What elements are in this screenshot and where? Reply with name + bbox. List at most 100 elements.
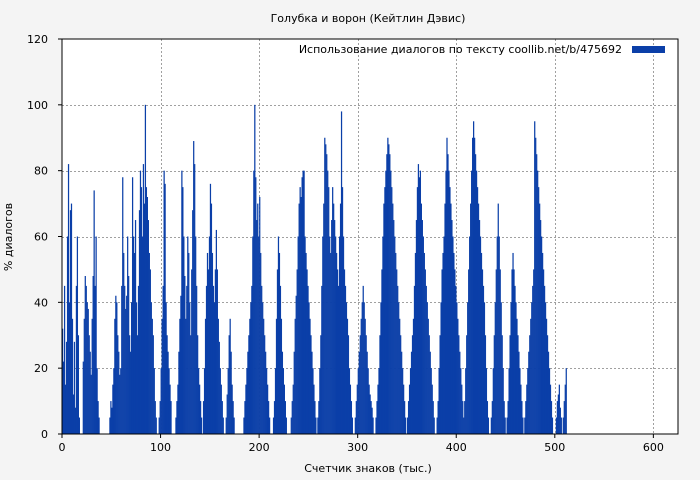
- bar: [500, 302, 502, 434]
- bar: [403, 384, 405, 435]
- bar: [336, 269, 339, 434]
- bar: [128, 276, 130, 434]
- bar: [144, 104, 147, 434]
- bar: [254, 104, 256, 434]
- bar: [485, 368, 488, 434]
- bar: [451, 220, 453, 434]
- bar: [482, 285, 485, 435]
- bar: [459, 351, 461, 434]
- bar: [368, 384, 370, 435]
- bar: [533, 269, 535, 434]
- bar: [470, 203, 472, 434]
- bar: [357, 368, 359, 434]
- bar: [178, 351, 180, 434]
- bar: [274, 368, 277, 434]
- bar: [151, 318, 153, 434]
- bar: [179, 318, 181, 434]
- bar: [191, 269, 193, 434]
- bar: [302, 170, 304, 435]
- bar: [502, 368, 504, 434]
- bar: [420, 203, 422, 434]
- bar: [455, 285, 457, 435]
- bar: [207, 269, 210, 434]
- bar: [387, 137, 389, 434]
- bar: [375, 417, 377, 434]
- bar: [389, 154, 391, 434]
- bar: [65, 341, 68, 434]
- bar: [250, 302, 252, 434]
- bar: [164, 183, 166, 434]
- bar: [530, 318, 532, 434]
- bar: [342, 236, 345, 434]
- bar: [336, 252, 338, 434]
- bar: [551, 417, 554, 434]
- bar: [192, 210, 194, 434]
- bar: [135, 302, 138, 434]
- bar: [313, 384, 315, 435]
- bar: [480, 252, 483, 434]
- bar: [384, 187, 386, 435]
- bar: [404, 417, 407, 434]
- bar: [212, 285, 215, 435]
- bar: [544, 302, 547, 434]
- bar: [263, 318, 265, 434]
- bar: [314, 401, 316, 434]
- x-tick-label: 400: [446, 441, 467, 454]
- bar: [409, 368, 412, 434]
- bar: [326, 154, 328, 434]
- bar: [170, 401, 172, 434]
- bar: [76, 236, 79, 434]
- bar: [494, 302, 496, 434]
- bar: [361, 302, 363, 434]
- bar: [447, 154, 449, 434]
- bar: [330, 252, 332, 434]
- bar: [415, 220, 418, 434]
- bar: [94, 285, 96, 435]
- bar: [565, 368, 567, 434]
- bar: [418, 177, 421, 434]
- bar: [490, 417, 492, 434]
- bar: [525, 401, 527, 434]
- bar: [295, 295, 297, 434]
- bar: [219, 368, 221, 434]
- x-tick-label: 100: [150, 441, 171, 454]
- bar: [491, 401, 493, 434]
- bar: [433, 417, 435, 434]
- bar: [230, 351, 232, 434]
- bar: [177, 384, 179, 435]
- bar: [391, 187, 393, 435]
- bar: [555, 417, 558, 434]
- bar: [423, 252, 425, 434]
- bar: [476, 187, 479, 435]
- bar: [343, 269, 346, 434]
- bar: [454, 269, 456, 434]
- bar: [412, 318, 415, 434]
- bar: [332, 187, 334, 435]
- bar: [408, 384, 411, 435]
- bar: [146, 197, 148, 434]
- bar: [562, 417, 564, 434]
- bar: [217, 318, 219, 434]
- bar: [473, 121, 475, 434]
- bar: [247, 351, 249, 434]
- bar: [460, 368, 462, 434]
- bar: [158, 417, 160, 434]
- bar: [69, 210, 72, 434]
- bar: [63, 285, 66, 435]
- x-axis: 0 100 200 300 400 500 600: [59, 434, 664, 454]
- bar: [487, 417, 490, 434]
- bar: [378, 368, 380, 434]
- bar: [483, 302, 486, 434]
- bar: [401, 351, 403, 434]
- bar: [129, 335, 131, 434]
- bar: [143, 203, 146, 434]
- bar: [515, 302, 517, 434]
- bar: [322, 236, 324, 434]
- bar: [386, 154, 388, 434]
- bar: [264, 335, 266, 434]
- bar: [324, 137, 326, 434]
- bar: [340, 111, 343, 435]
- bar: [477, 203, 480, 434]
- bar: [231, 384, 233, 435]
